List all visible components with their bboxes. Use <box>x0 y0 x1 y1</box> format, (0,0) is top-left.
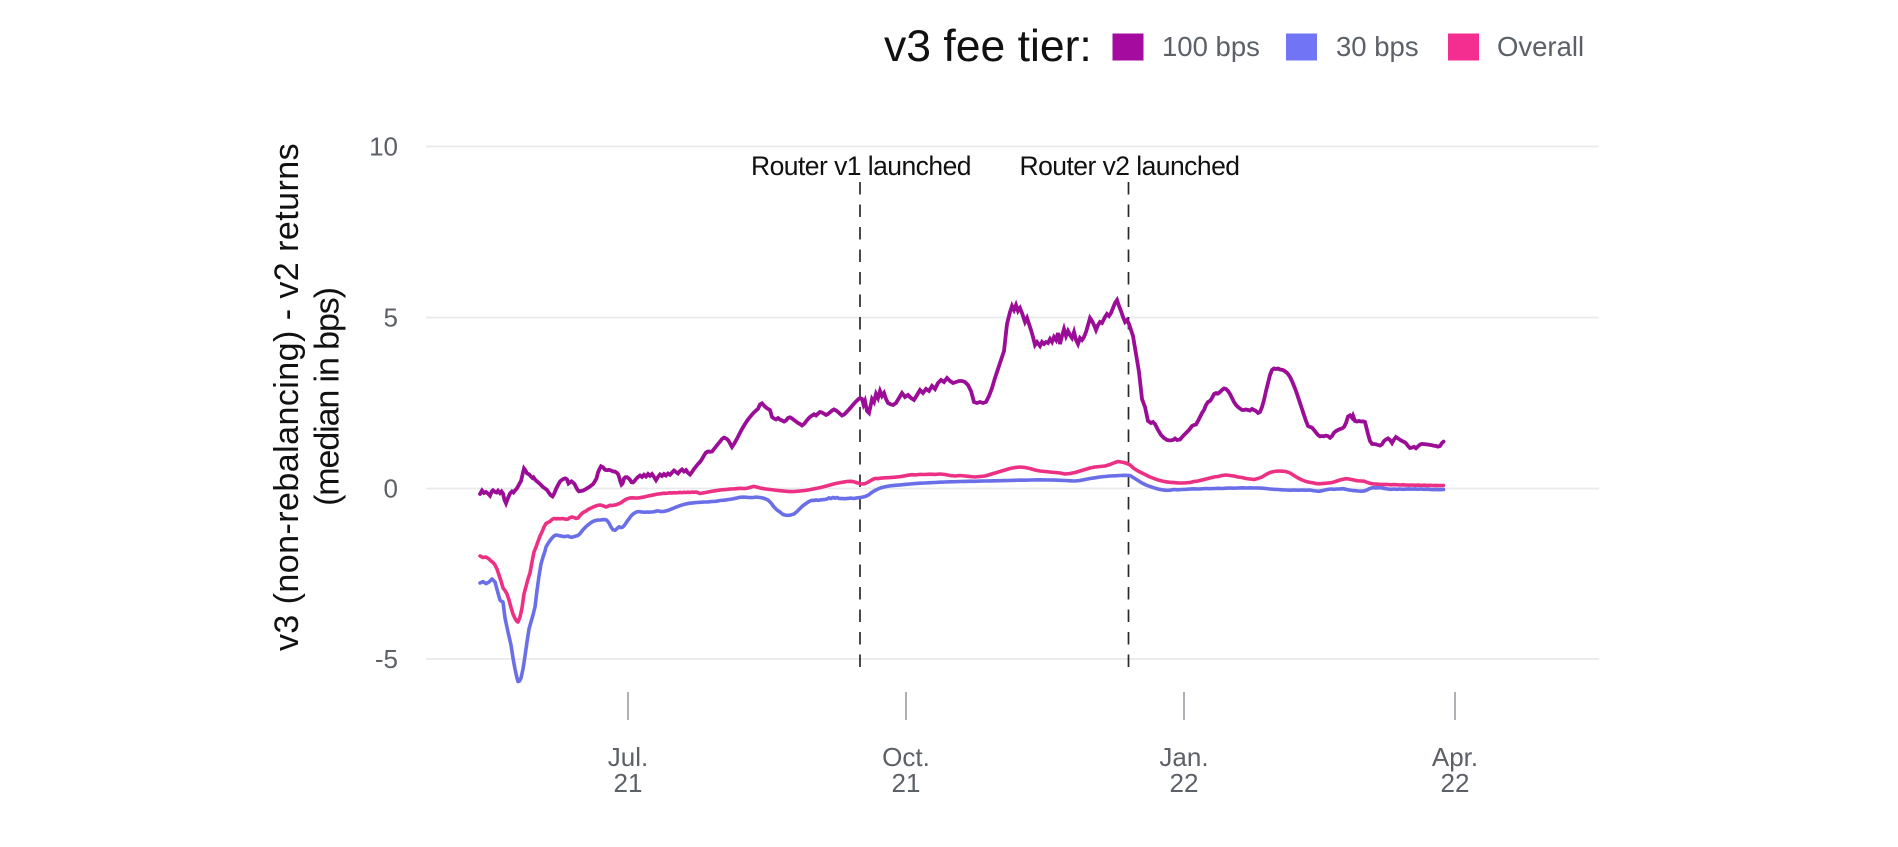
svg-text:10: 10 <box>369 132 398 162</box>
svg-text:Router v2 launched: Router v2 launched <box>1020 151 1240 181</box>
svg-text:100 bps: 100 bps <box>1162 31 1260 62</box>
svg-text:v3 (non-rebalancing) - v2 retu: v3 (non-rebalancing) - v2 returns <box>268 143 306 651</box>
svg-text:Jan.: Jan. <box>1159 742 1208 772</box>
svg-text:Overall: Overall <box>1497 31 1584 62</box>
svg-text:-5: -5 <box>375 644 398 674</box>
svg-text:21: 21 <box>892 768 921 798</box>
svg-text:Jul.: Jul. <box>608 742 648 772</box>
svg-text:Router v1 launched: Router v1 launched <box>751 151 971 181</box>
svg-text:0: 0 <box>384 474 398 504</box>
svg-text:5: 5 <box>384 303 398 333</box>
svg-text:30 bps: 30 bps <box>1336 31 1419 62</box>
svg-text:(median in bps): (median in bps) <box>309 288 347 506</box>
svg-text:22: 22 <box>1170 768 1199 798</box>
svg-text:21: 21 <box>614 768 643 798</box>
svg-text:22: 22 <box>1441 768 1470 798</box>
svg-text:Oct.: Oct. <box>882 742 930 772</box>
svg-text:v3 fee tier:: v3 fee tier: <box>884 22 1092 71</box>
svg-text:Apr.: Apr. <box>1432 742 1478 772</box>
